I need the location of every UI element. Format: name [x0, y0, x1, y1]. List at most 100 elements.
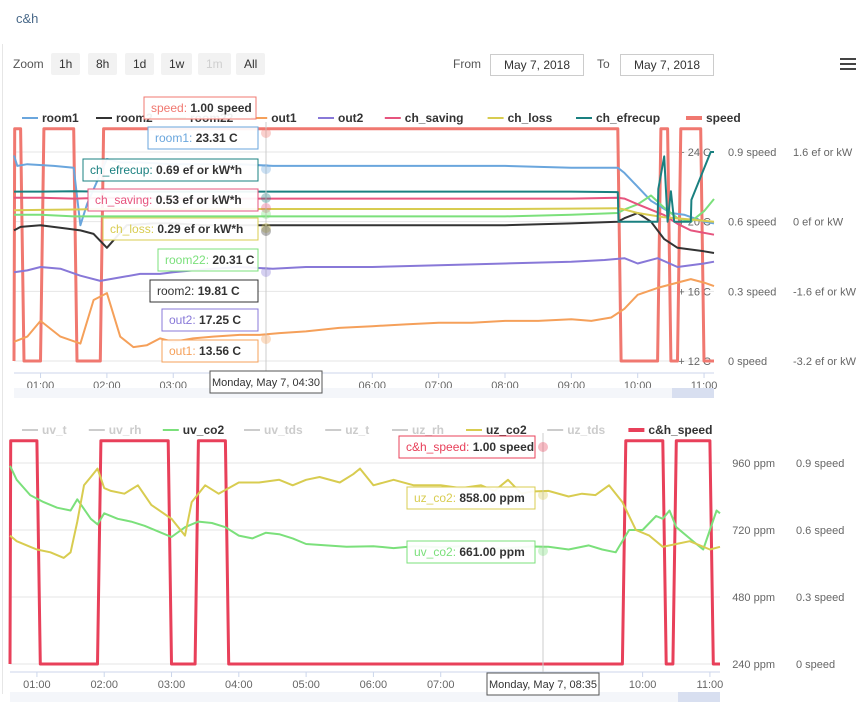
tooltip-box [161, 308, 259, 332]
legend-item-c-h-speed[interactable]: c&h_speed [628, 423, 712, 437]
to-date-input[interactable]: May 7, 2018 [620, 54, 714, 76]
time-tooltip-box [486, 672, 600, 696]
time-tooltip-text: Monday, May 7, 08:35 [489, 679, 597, 691]
co2-chart: 240 ppm 480 ppm 720 ppm 960 ppm 0 speed 0.3 s… [8, 423, 844, 702]
legend-label: out1 [271, 111, 297, 125]
tooltip-text: room2: 19.81 C [157, 284, 240, 298]
y-tick-label: 0.9 speed [728, 147, 776, 159]
from-date-input[interactable]: May 7, 2018 [490, 54, 584, 76]
series-line-speed [12, 127, 714, 363]
legend-label: ch_efrecup [596, 111, 660, 125]
navigator-handle [678, 692, 720, 702]
tooltip-speed: speed: 1.00 speed [143, 96, 271, 138]
tooltip-uv-co2: uv_co2: 661.00 ppm [406, 540, 548, 564]
tooltip-out1: out1: 13.56 C [161, 334, 271, 363]
hamburger-menu-icon[interactable] [840, 58, 856, 73]
series-line-room1 [13, 155, 715, 227]
tooltip-room22: room22: 20.31 C [157, 209, 271, 272]
y-tick-label: 1.6 ef or kW [793, 147, 853, 159]
zoom-all-button[interactable]: All [236, 53, 266, 75]
legend-item-uz-co2[interactable]: uz_co2 [466, 423, 527, 437]
legend-item-uz-tds[interactable]: uz_tds [547, 423, 606, 437]
tooltip-room1: room1: 23.31 C [147, 126, 271, 174]
legend-item-uz-t[interactable]: uz_t [325, 423, 369, 437]
zoom-1w-button[interactable]: 1w [161, 53, 193, 75]
tooltip-box [147, 126, 259, 150]
time-tooltip-box [209, 370, 323, 394]
legend-label: uv_t [42, 423, 67, 437]
left-divider [2, 44, 3, 694]
y-tick-label: 720 ppm [732, 525, 775, 537]
tooltip-marker [261, 128, 271, 138]
tooltip-text: c&h_speed: 1.00 speed [406, 440, 534, 454]
x-tick-label: 03:00 [158, 679, 186, 691]
y-tick-label: 0 ef or kW [793, 217, 844, 229]
x-tick-label: 02:00 [90, 679, 118, 691]
series-line-uv-co2 [9, 465, 721, 554]
legend-label: uv_rh [109, 423, 142, 437]
legend-item-uz-rh[interactable]: uz_rh [392, 423, 444, 437]
legend-label: c&h_speed [648, 423, 712, 437]
tooltip-box [102, 217, 259, 241]
tooltip-text: uz_co2: 858.00 ppm [414, 491, 525, 505]
y-tick-label: 0.3 speed [728, 286, 776, 298]
tooltip-text: speed: 1.00 speed [151, 101, 252, 115]
tooltip-text: ch_loss: 0.29 ef or kW*h [110, 222, 243, 236]
legend-item-ch-saving[interactable]: ch_saving [384, 111, 464, 125]
tooltip-marker [261, 193, 271, 203]
y-tick-label: 0.3 speed [796, 592, 844, 604]
time-tooltip-text: Monday, May 7, 04:30 [212, 377, 320, 389]
legend-item-ch-efrecup[interactable]: ch_efrecup [576, 111, 660, 125]
tooltip-marker [261, 226, 271, 236]
legend-item-uv-t[interactable]: uv_t [22, 423, 67, 437]
zoom-1d-button[interactable]: 1d [125, 53, 155, 75]
tooltip-marker [261, 267, 271, 277]
zoom-8h-button[interactable]: 8h [88, 53, 118, 75]
y-tick-label: 0.9 speed [796, 458, 844, 470]
legend-label: uz_rh [412, 423, 444, 437]
tooltip-text: out1: 13.56 C [169, 344, 241, 358]
legend-item-uv-co2[interactable]: uv_co2 [162, 423, 225, 437]
tooltip-c-h-speed: c&h_speed: 1.00 speed [398, 435, 548, 459]
x-tick-label: 01:00 [23, 679, 51, 691]
y-tick-label: 480 ppm [732, 592, 775, 604]
series-line-out1 [13, 278, 715, 349]
x-tick-label: 06:00 [360, 679, 388, 691]
tooltip-text: room22: 20.31 C [165, 253, 255, 267]
tooltip-marker [261, 334, 271, 344]
to-label: To [597, 57, 610, 71]
tooltip-text: ch_saving: 0.53 ef or kW*h [95, 193, 242, 207]
x-tick-label: 07:00 [427, 679, 455, 691]
y-tick-label: 0.6 speed [728, 217, 776, 229]
tooltip-box [398, 435, 536, 459]
legend-item-ch-loss[interactable]: ch_loss [487, 111, 553, 125]
legend-item-room1[interactable]: room1 [22, 111, 79, 125]
tooltip-box [149, 279, 259, 303]
legend-label: uz_tds [567, 423, 605, 437]
tooltip-marker [538, 490, 548, 500]
tooltip-text: out2: 17.25 C [169, 313, 241, 327]
tooltip-room2: room2: 19.81 C [149, 226, 271, 303]
x-tick-label: 04:00 [225, 679, 253, 691]
legend-label: uz_t [345, 423, 369, 437]
navigator [14, 388, 714, 398]
tooltip-box [87, 188, 259, 212]
zoom-1m-button: 1m [198, 53, 231, 75]
series-line-out2 [13, 257, 715, 282]
tooltip-marker [538, 442, 548, 452]
tooltip-marker [261, 223, 271, 233]
legend-item-out1[interactable]: out1 [251, 111, 297, 125]
legend-label: ch_loss [508, 111, 553, 125]
legend-item-uv-tds[interactable]: uv_tds [244, 423, 303, 437]
y-tick-label: + 16 C [678, 286, 711, 298]
tooltip-ch-efrecup: ch_efrecup: 0.69 ef or kW*h [82, 158, 271, 203]
series-line-room2 [13, 212, 715, 254]
app-title: c&h [16, 11, 39, 26]
legend-item-uv-rh[interactable]: uv_rh [88, 423, 142, 437]
y-tick-label: -1.6 ef or kW [793, 286, 857, 298]
legend-item-out2[interactable]: out2 [318, 111, 364, 125]
legend-label: room1 [42, 111, 79, 125]
y-tick-label: 240 ppm [732, 659, 775, 671]
legend-item-speed[interactable]: speed [686, 111, 741, 125]
zoom-1h-button[interactable]: 1h [51, 53, 81, 75]
